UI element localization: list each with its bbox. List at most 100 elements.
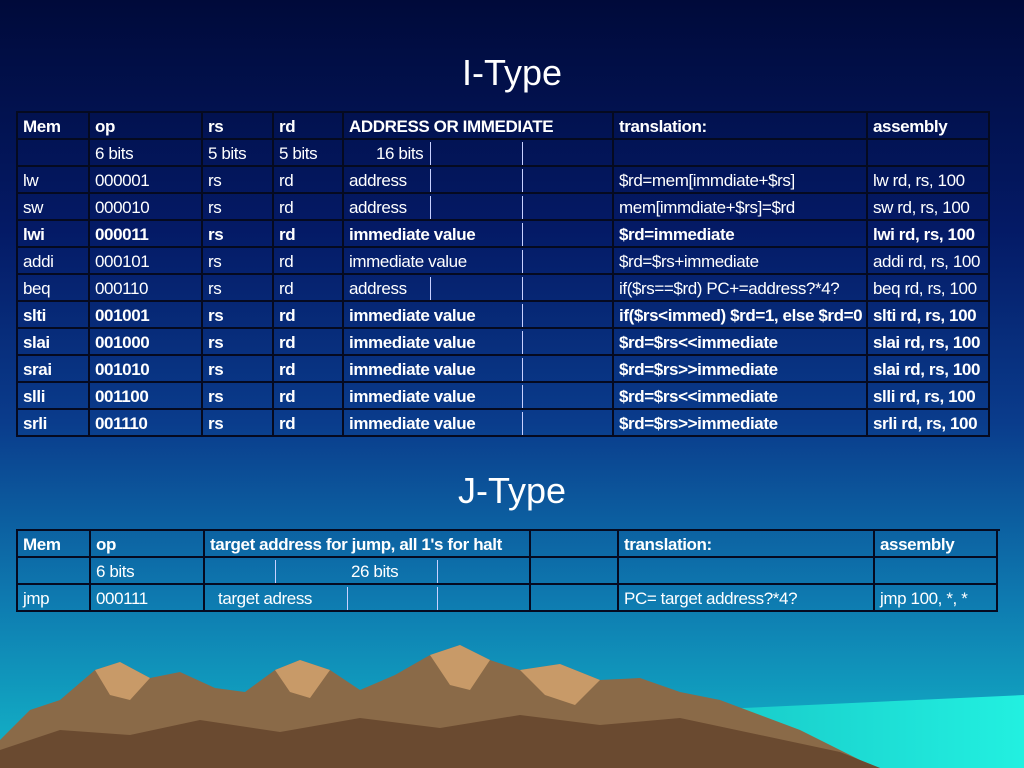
table-cell: slli rd, rs, 100 <box>868 383 990 410</box>
table-cell: mem[immdiate+$rs]=$rd <box>614 194 868 221</box>
address-text: address <box>349 171 407 190</box>
header-cell: translation: <box>619 531 875 558</box>
address-text: 16 bits <box>376 144 424 163</box>
separator-line <box>522 304 523 327</box>
table-cell: rd <box>274 329 344 356</box>
address-text: immediate value <box>349 360 476 379</box>
separator-line <box>437 560 438 583</box>
table-cell: 001000 <box>90 329 203 356</box>
table-cell: $rd=$rs<<immediate <box>614 329 868 356</box>
table-cell: 000101 <box>90 248 203 275</box>
header-cell: assembly <box>868 113 990 140</box>
table-cell: if($rs<immed) $rd=1, else $rd=0 <box>614 302 868 329</box>
address-text: immediate value <box>349 252 467 271</box>
j-type-title: J-Type <box>457 470 567 511</box>
table-cell: srai <box>18 356 90 383</box>
separator-line <box>522 169 523 192</box>
table-cell: rs <box>203 383 274 410</box>
separator-line <box>522 385 523 408</box>
table-cell: $rd=$rs+immediate <box>614 248 868 275</box>
table-cell: rd <box>274 194 344 221</box>
table-row: slti 001001 rs rd immediate value if($rs<imme… <box>18 302 990 329</box>
target-address: target adress <box>218 589 313 608</box>
table-cell: immediate value <box>344 302 614 329</box>
table-cell: jmp 100, *, * <box>875 585 998 612</box>
table-cell: immediate value <box>344 356 614 383</box>
table-cell: 000011 <box>90 221 203 248</box>
table-cell <box>619 558 875 585</box>
table-cell: 000111 <box>91 585 205 612</box>
separator-line <box>430 277 431 300</box>
table-cell: rd <box>274 356 344 383</box>
separator-line <box>275 560 276 583</box>
table-cell <box>18 558 91 585</box>
table-cell: lw <box>18 167 90 194</box>
table-cell: immediate value <box>344 410 614 437</box>
address-text: immediate value <box>349 333 476 352</box>
table-cell: if($rs==$rd) PC+=address?*4? <box>614 275 868 302</box>
table-cell: 000110 <box>90 275 203 302</box>
table-cell: jmp <box>18 585 91 612</box>
table-cell: $rd=$rs>>immediate <box>614 356 868 383</box>
header-cell: Mem <box>18 531 91 558</box>
table-cell: srli <box>18 410 90 437</box>
mountain-highlight <box>95 645 600 705</box>
table-cell: $rd=$rs<<immediate <box>614 383 868 410</box>
table-header-row: Mem op target address for jump, all 1's … <box>18 531 1000 558</box>
header-cell: ADDRESS OR IMMEDIATE <box>344 113 614 140</box>
table-cell: rs <box>203 329 274 356</box>
table-cell: 5 bits <box>203 140 274 167</box>
i-type-rows: 6 bits 5 bits 5 bits 16 bits lw 000001 rs rd add… <box>18 140 990 437</box>
address-text: immediate value <box>349 414 476 433</box>
separator-line <box>430 169 431 192</box>
separator-line <box>437 587 438 610</box>
i-type-title: I-Type <box>461 52 563 93</box>
table-cell: immediate value <box>344 329 614 356</box>
table-cell: lw rd, rs, 100 <box>868 167 990 194</box>
table-cell: $rd=mem[immdiate+$rs] <box>614 167 868 194</box>
header-cell: translation: <box>614 113 868 140</box>
table-cell <box>531 585 619 612</box>
table-cell: rs <box>203 356 274 383</box>
table-cell: 5 bits <box>274 140 344 167</box>
table-cell: rs <box>203 221 274 248</box>
header-cell: op <box>91 531 205 558</box>
table-row: lw 000001 rs rd address $rd=mem[immdiate+$rs]… <box>18 167 990 194</box>
table-cell: srli rd, rs, 100 <box>868 410 990 437</box>
table-cell: beq <box>18 275 90 302</box>
table-cell: 26 bits <box>205 558 531 585</box>
table-row: 6 bits 5 bits 5 bits 16 bits <box>18 140 990 167</box>
header-cell: rs <box>203 113 274 140</box>
table-cell: 001100 <box>90 383 203 410</box>
table-cell: 6 bits <box>90 140 203 167</box>
table-cell: rd <box>274 302 344 329</box>
separator-line <box>522 223 523 246</box>
table-cell: immediate value <box>344 383 614 410</box>
table-cell: rd <box>274 221 344 248</box>
i-type-table: Mem op rs rd ADDRESS OR IMMEDIATE transl… <box>16 111 990 437</box>
table-cell: rs <box>203 248 274 275</box>
separator-line <box>522 250 523 273</box>
table-row: sw 000010 rs rd address mem[immdiate+$rs]=$rd… <box>18 194 990 221</box>
table-row: lwi 000011 rs rd immediate value $rd=immediat… <box>18 221 990 248</box>
table-row: slai 001000 rs rd immediate value $rd=$rs<<im… <box>18 329 990 356</box>
table-cell: 16 bits <box>344 140 614 167</box>
table-cell: 000001 <box>90 167 203 194</box>
table-cell: target adress <box>205 585 531 612</box>
address-text: address <box>349 279 407 298</box>
j-type-table: Mem op target address for jump, all 1's … <box>16 529 1000 612</box>
table-cell: rs <box>203 194 274 221</box>
header-cell <box>531 531 619 558</box>
table-cell: rd <box>274 248 344 275</box>
address-text: immediate value <box>349 306 476 325</box>
header-cell: Mem <box>18 113 90 140</box>
separator-line <box>430 142 431 165</box>
table-cell: rs <box>203 410 274 437</box>
table-cell: beq rd, rs, 100 <box>868 275 990 302</box>
separator-line <box>522 142 523 165</box>
table-cell: rd <box>274 383 344 410</box>
table-cell: 6 bits <box>91 558 205 585</box>
table-cell: slti <box>18 302 90 329</box>
target-bits: 26 bits <box>351 562 399 581</box>
table-row: 6 bits 26 bits <box>18 558 1000 585</box>
